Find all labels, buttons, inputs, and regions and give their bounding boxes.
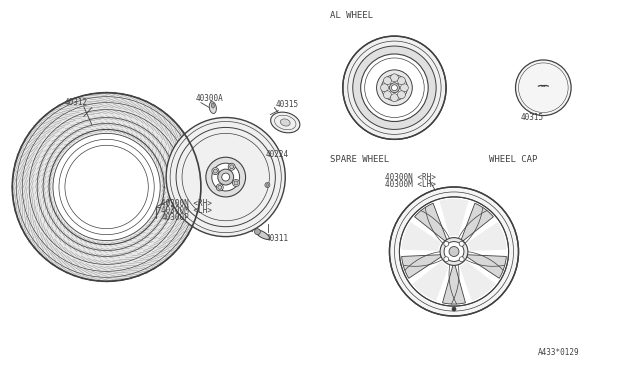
Text: 40315: 40315 [520,113,543,122]
Circle shape [383,77,392,85]
Text: 40224: 40224 [266,150,289,159]
Circle shape [397,77,405,85]
Circle shape [460,241,464,246]
Text: 40312: 40312 [65,98,88,107]
Circle shape [361,54,428,122]
Circle shape [452,307,456,311]
Text: 40300P: 40300P [360,60,387,70]
Circle shape [206,157,246,197]
Circle shape [390,83,399,93]
Circle shape [376,70,412,106]
Circle shape [218,185,221,189]
Ellipse shape [211,103,214,108]
Polygon shape [442,265,465,304]
Circle shape [516,60,571,116]
Polygon shape [402,255,441,278]
Polygon shape [415,203,447,241]
Polygon shape [467,222,507,251]
Circle shape [353,46,436,129]
Text: 40300P: 40300P [161,213,189,222]
Ellipse shape [255,230,269,239]
Polygon shape [401,222,441,251]
Circle shape [212,168,219,174]
Circle shape [255,229,260,235]
Polygon shape [467,255,506,278]
Text: 40311: 40311 [266,234,289,243]
Circle shape [166,118,285,237]
Circle shape [390,187,518,316]
Polygon shape [440,199,468,236]
Ellipse shape [271,112,300,133]
Circle shape [390,94,399,102]
Circle shape [12,93,201,281]
Circle shape [234,181,238,185]
Ellipse shape [209,102,216,113]
Circle shape [53,134,160,241]
Text: 40315: 40315 [275,100,298,109]
Circle shape [228,163,235,170]
Circle shape [392,85,397,91]
Text: WHEEL CAP: WHEEL CAP [489,155,537,164]
Circle shape [230,165,234,169]
Text: SPARE WHEEL: SPARE WHEEL [330,155,389,164]
Circle shape [221,173,230,181]
Circle shape [440,238,468,265]
Circle shape [266,183,269,186]
Circle shape [383,91,392,99]
Circle shape [265,183,270,187]
Circle shape [343,36,446,140]
Circle shape [460,257,464,262]
Circle shape [212,163,239,191]
Text: 40300N <RH>: 40300N <RH> [385,173,435,182]
Circle shape [444,241,464,262]
Circle shape [444,241,449,246]
Circle shape [390,74,399,82]
Text: 40300M <LH>: 40300M <LH> [385,180,435,189]
Circle shape [401,84,408,92]
Circle shape [444,257,449,262]
Text: 40300N <RH>: 40300N <RH> [161,199,212,208]
Circle shape [381,84,388,92]
Polygon shape [413,261,449,301]
Circle shape [449,247,459,256]
Polygon shape [461,203,493,241]
Ellipse shape [280,119,290,126]
Circle shape [397,91,405,99]
Text: 40300M <LH>: 40300M <LH> [161,206,212,215]
Circle shape [232,180,239,186]
Circle shape [381,75,407,101]
Circle shape [213,169,218,173]
Text: A433*0129: A433*0129 [538,348,580,357]
Circle shape [399,197,509,306]
Polygon shape [460,261,495,301]
Circle shape [216,184,223,191]
Circle shape [53,134,160,241]
Circle shape [218,169,234,185]
Text: AL WHEEL: AL WHEEL [330,11,373,20]
Text: 40300A: 40300A [196,94,224,103]
